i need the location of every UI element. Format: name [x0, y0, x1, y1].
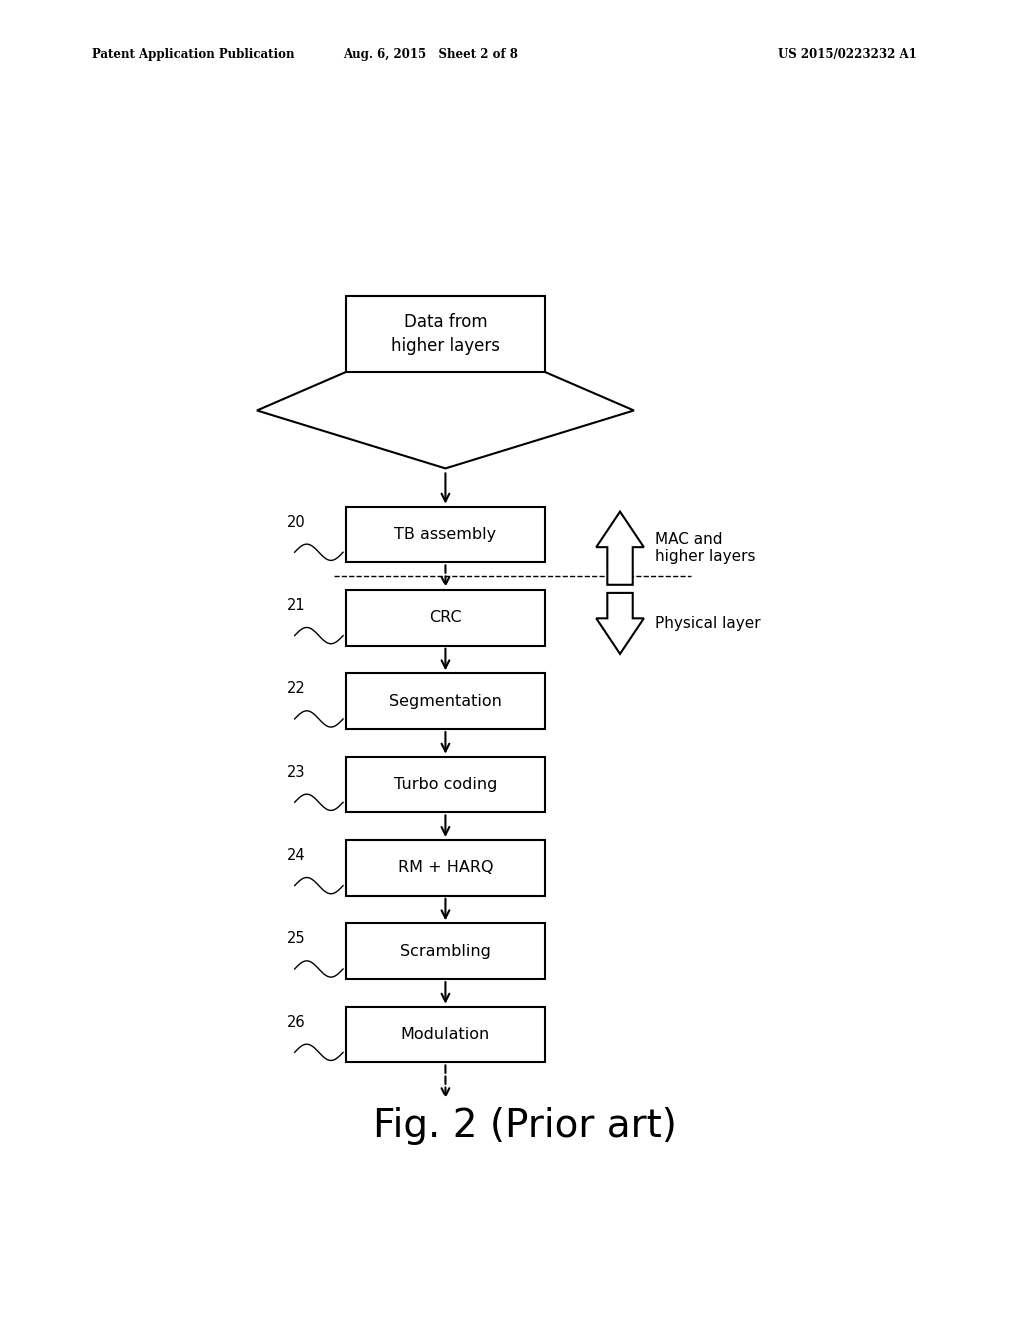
Text: TB assembly: TB assembly — [394, 527, 497, 543]
Text: 20: 20 — [287, 515, 305, 529]
FancyBboxPatch shape — [346, 756, 545, 812]
Text: 26: 26 — [287, 1015, 305, 1030]
FancyBboxPatch shape — [346, 590, 545, 645]
Text: US 2015/0223232 A1: US 2015/0223232 A1 — [778, 48, 916, 61]
Text: Fig. 2 (Prior art): Fig. 2 (Prior art) — [373, 1107, 677, 1144]
Text: Patent Application Publication: Patent Application Publication — [92, 48, 295, 61]
Text: RM + HARQ: RM + HARQ — [397, 861, 494, 875]
Text: 22: 22 — [287, 681, 305, 697]
Text: Segmentation: Segmentation — [389, 693, 502, 709]
Text: Scrambling: Scrambling — [400, 944, 490, 958]
Text: Physical layer: Physical layer — [655, 616, 761, 631]
Text: MAC and
higher layers: MAC and higher layers — [655, 532, 756, 565]
Text: Aug. 6, 2015   Sheet 2 of 8: Aug. 6, 2015 Sheet 2 of 8 — [343, 48, 517, 61]
Text: 23: 23 — [287, 764, 305, 780]
Text: 21: 21 — [287, 598, 305, 612]
FancyBboxPatch shape — [346, 673, 545, 729]
FancyBboxPatch shape — [346, 1007, 545, 1063]
Polygon shape — [596, 512, 644, 585]
Polygon shape — [257, 372, 634, 469]
FancyBboxPatch shape — [346, 923, 545, 979]
Polygon shape — [596, 593, 644, 653]
FancyBboxPatch shape — [346, 507, 545, 562]
Text: Turbo coding: Turbo coding — [394, 777, 497, 792]
Text: 24: 24 — [287, 847, 305, 863]
Text: CRC: CRC — [429, 610, 462, 626]
Text: Modulation: Modulation — [400, 1027, 490, 1041]
Text: Data from
higher layers: Data from higher layers — [391, 313, 500, 355]
FancyBboxPatch shape — [346, 840, 545, 896]
Text: 25: 25 — [287, 932, 305, 946]
FancyBboxPatch shape — [346, 296, 545, 372]
